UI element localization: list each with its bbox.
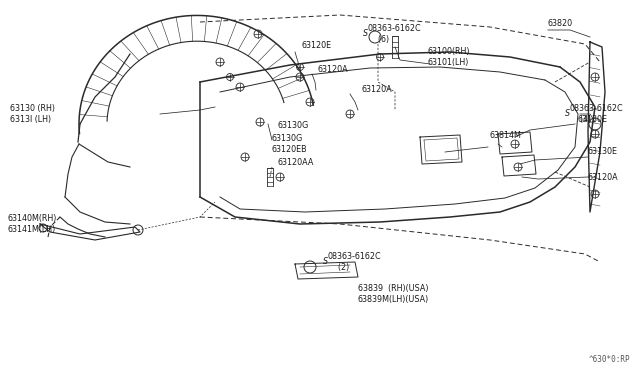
Text: 63130E: 63130E [588,148,618,157]
Text: 63120A: 63120A [318,65,349,74]
Text: 08363-6162C
    (2): 08363-6162C (2) [328,252,381,272]
Text: 08363-6162C
    (6): 08363-6162C (6) [368,24,422,44]
Text: 63120A: 63120A [588,173,619,182]
Text: 63120A: 63120A [362,85,392,94]
Text: 63130 (RH)
6313I (LH): 63130 (RH) 6313I (LH) [10,104,55,124]
Text: 63100(RH)
63101(LH): 63100(RH) 63101(LH) [428,47,470,67]
Text: 63839  (RH)(USA)
63839M(LH)(USA): 63839 (RH)(USA) 63839M(LH)(USA) [358,284,429,304]
Text: 63140M(RH)
63141M(LH): 63140M(RH) 63141M(LH) [8,214,58,234]
Text: S: S [565,109,570,119]
Text: 08363-6162C
    (4): 08363-6162C (4) [570,104,623,124]
Text: 63130G: 63130G [278,121,309,130]
Text: 63120AA: 63120AA [278,158,314,167]
Text: 63120E: 63120E [302,41,332,50]
Text: 63814M: 63814M [490,131,522,140]
Text: S: S [323,257,328,266]
Text: S: S [363,29,368,38]
Text: 63130G
63120EB: 63130G 63120EB [272,134,308,154]
Text: 63820: 63820 [548,19,573,29]
Text: ^630*0:RP: ^630*0:RP [588,355,630,364]
Text: 63130E: 63130E [578,115,608,124]
